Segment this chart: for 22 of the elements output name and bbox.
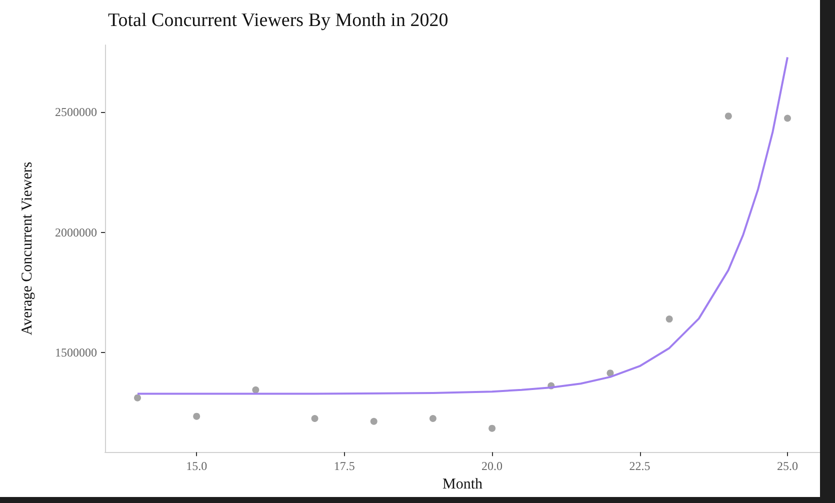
- x-tick-label: 25.0: [777, 459, 798, 474]
- point: [311, 414, 318, 422]
- chart-title: Total Concurrent Viewers By Month in 2020: [108, 10, 448, 31]
- y-axis-title: Average Concurrent Viewers: [20, 162, 36, 336]
- x-tick-label: 22.5: [629, 459, 650, 474]
- point: [488, 424, 496, 432]
- point: [784, 114, 791, 122]
- y-tick-label: 2500000: [55, 105, 97, 120]
- x-tick-label: 20.0: [482, 459, 503, 474]
- point: [134, 394, 141, 402]
- point: [193, 412, 200, 420]
- x-axis-title: Month: [442, 476, 483, 492]
- point: [606, 370, 614, 377]
- point: [252, 386, 260, 394]
- point: [429, 414, 436, 422]
- x-tick-label: 17.5: [334, 459, 355, 474]
- point: [724, 112, 732, 120]
- point: [666, 316, 673, 323]
- y-tick-label: 1500000: [55, 345, 97, 360]
- x-tick-label: 15.0: [186, 459, 208, 474]
- y-tick-label: 2000000: [55, 225, 97, 240]
- point: [370, 418, 378, 425]
